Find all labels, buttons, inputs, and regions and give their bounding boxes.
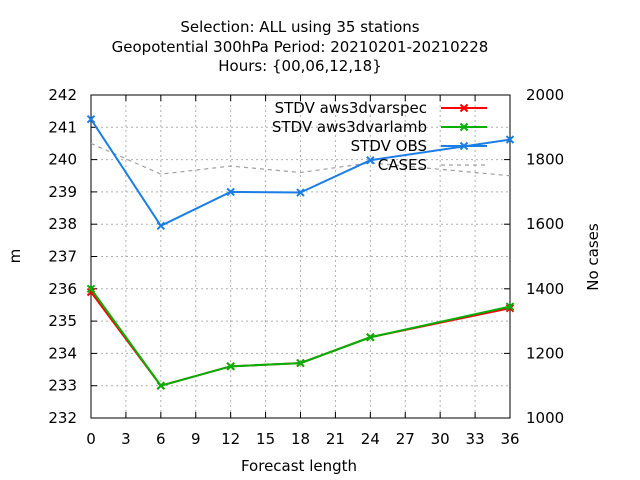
- x-tick-label: 30: [431, 430, 450, 448]
- legend-label: STDV OBS: [351, 137, 427, 155]
- y-tick-label: 239: [48, 183, 77, 201]
- y2-tick-label: 1400: [526, 280, 564, 298]
- legend-label: STDV aws3dvarspec: [275, 99, 427, 117]
- data-point-stdv-obs: [505, 135, 515, 144]
- x-tick-label: 3: [121, 430, 131, 448]
- legend-item-cases: CASES: [378, 156, 487, 174]
- legend-item-stdv-obs: STDV OBS: [351, 137, 487, 155]
- y-tick-label: 238: [48, 215, 77, 233]
- data-point-stdv-aws3dvarlamb: [296, 358, 305, 368]
- x-tick-label: 36: [500, 430, 519, 448]
- data-point-stdv-aws3dvarspec: [505, 303, 515, 313]
- y-tick-label: 242: [48, 86, 77, 104]
- x-tick-label: 33: [466, 430, 485, 448]
- legend-label: STDV aws3dvarlamb: [272, 118, 427, 136]
- y-tick-label: 235: [48, 312, 77, 330]
- y-tick-label: 240: [48, 151, 77, 169]
- x-tick-label: 9: [191, 430, 201, 448]
- y-tick-label: 233: [48, 377, 77, 395]
- x-tick-label: 12: [221, 430, 240, 448]
- data-point-stdv-obs: [366, 156, 375, 165]
- title-line-1: Selection: ALL using 35 stations: [180, 18, 419, 36]
- data-point-stdv-aws3dvarlamb: [226, 362, 235, 371]
- series-stdv-obs: [86, 115, 515, 231]
- x-tick-label: 18: [291, 430, 310, 448]
- y2-tick-label: 2000: [526, 86, 564, 104]
- data-point-stdv-aws3dvarlamb: [86, 284, 96, 294]
- data-point-stdv-obs: [226, 187, 235, 197]
- title-line-3: Hours: {00,06,12,18}: [218, 57, 382, 75]
- y-tick-label: 232: [48, 409, 77, 427]
- x-tick-label: 21: [326, 430, 345, 448]
- y2-tick-label: 1200: [526, 344, 564, 362]
- y-tick-label: 234: [48, 344, 77, 362]
- y-tick-label: 237: [48, 248, 77, 266]
- series-line-stdv-obs: [90, 118, 511, 228]
- y-tick-label: 236: [48, 280, 77, 298]
- title-line-2: Geopotential 300hPa Period: 20210201-202…: [112, 38, 489, 56]
- series-line-stdv-aws3dvarlamb: [90, 288, 511, 387]
- data-point-stdv-aws3dvarspec: [86, 287, 96, 297]
- y2-axis-label: No cases: [584, 223, 602, 291]
- grid-lines: [91, 95, 510, 418]
- legend-item-stdv-aws3dvarlamb: STDV aws3dvarlamb: [272, 118, 487, 136]
- y-axis-label: m: [6, 249, 24, 264]
- y2-tick-label: 1600: [526, 215, 564, 233]
- chart-title: Selection: ALL using 35 stations Geopote…: [112, 18, 489, 75]
- x-tick-label: 24: [361, 430, 380, 448]
- data-point-stdv-aws3dvarlamb: [156, 381, 166, 390]
- series-layer: [86, 115, 515, 390]
- y-tick-label: 241: [48, 118, 77, 136]
- x-tick-label: 6: [156, 430, 166, 448]
- data-point-stdv-obs: [296, 188, 305, 197]
- x-tick-label: 0: [86, 430, 96, 448]
- data-point-stdv-aws3dvarlamb: [505, 302, 515, 311]
- legend-item-stdv-aws3dvarspec: STDV aws3dvarspec: [275, 99, 487, 117]
- data-point-stdv-aws3dvarlamb: [366, 333, 375, 342]
- data-point-stdv-obs: [86, 115, 96, 124]
- x-tick-label: 27: [396, 430, 415, 448]
- y2-tick-label: 1800: [526, 151, 564, 169]
- x-axis-label: Forecast length: [241, 457, 357, 475]
- legend-label: CASES: [378, 156, 427, 174]
- x-tick-label: 15: [256, 430, 275, 448]
- axis-ticks: 0 3 6 9 12 15 18 21 24 27 30 33 36232233234235236237…: [48, 86, 564, 448]
- series-stdv-aws3dvarlamb: [86, 284, 515, 390]
- y2-tick-label: 1000: [526, 409, 564, 427]
- data-point-stdv-obs: [156, 221, 166, 231]
